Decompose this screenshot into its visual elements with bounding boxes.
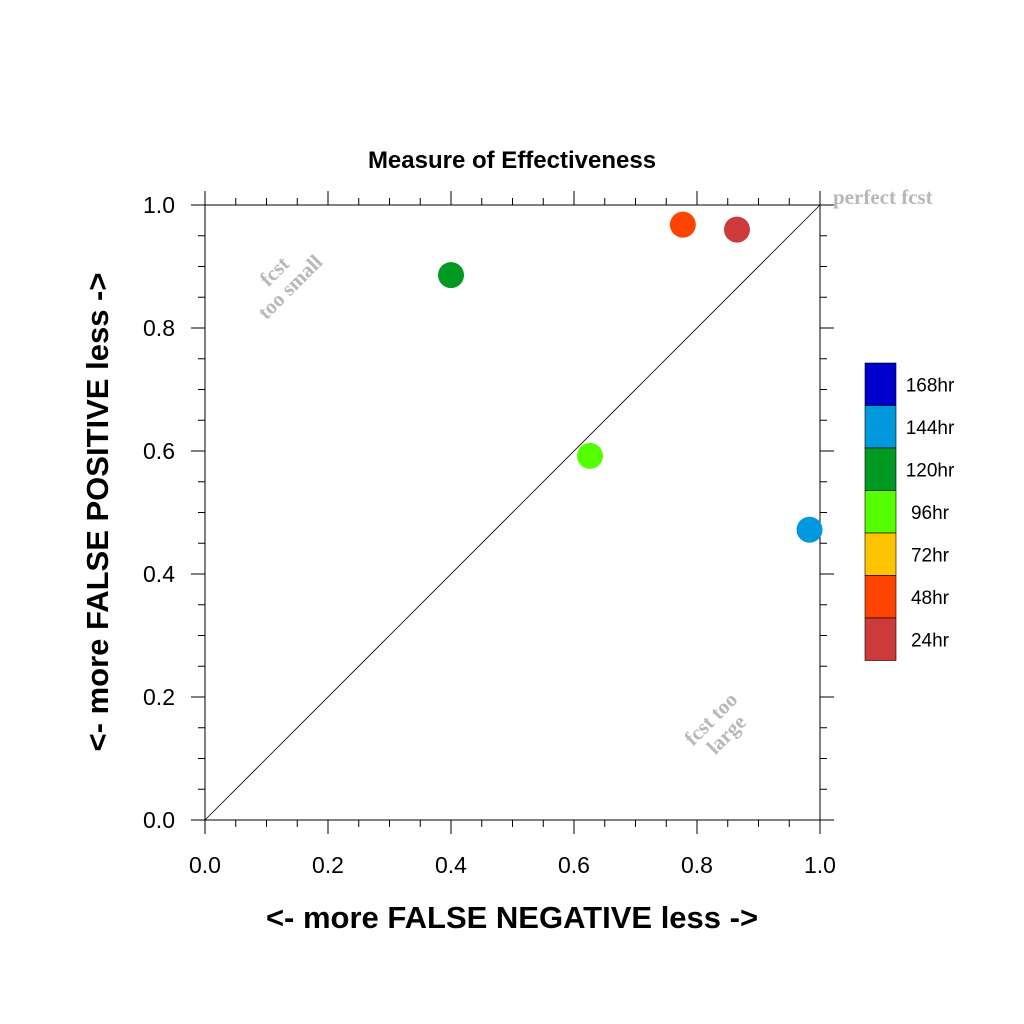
x-tick-label: 0.8 xyxy=(681,852,713,878)
legend-label-144hr: 144hr xyxy=(906,418,955,439)
data-points xyxy=(438,212,823,543)
y-tick-label: 0.4 xyxy=(143,561,175,587)
legend-label-96hr: 96hr xyxy=(911,503,950,524)
legend-swatch-24hr xyxy=(865,618,896,661)
x-tick-label: 1.0 xyxy=(804,852,836,878)
legend-label-24hr: 24hr xyxy=(911,630,950,651)
annotation-too-small: fcst too small xyxy=(237,234,327,324)
x-axis-title: <- more FALSE NEGATIVE less -> xyxy=(266,900,758,935)
chart-title: Measure of Effectiveness xyxy=(368,147,656,174)
legend-swatch-120hr xyxy=(865,448,896,491)
legend-swatch-96hr xyxy=(865,491,896,534)
y-tick-label: 1.0 xyxy=(143,192,175,218)
x-tick-label: 0.2 xyxy=(312,852,344,878)
legend-swatch-144hr xyxy=(865,406,896,449)
data-point-120hr xyxy=(438,262,464,288)
legend-swatch-72hr xyxy=(865,533,896,576)
y-tick-label: 0.2 xyxy=(143,684,175,710)
data-point-48hr xyxy=(670,212,696,238)
legend-swatch-168hr xyxy=(865,363,896,406)
legend-label-72hr: 72hr xyxy=(911,545,950,566)
annotation-too-large: fcst too large xyxy=(679,687,757,765)
legend-label-48hr: 48hr xyxy=(911,588,950,609)
x-tick-label: 0.4 xyxy=(435,852,467,878)
effectiveness-chart: Measure of Effectiveness 0.0 0.2 0.4 0.6 0.8… xyxy=(0,0,1024,1024)
data-point-96hr xyxy=(577,443,603,469)
legend: 168hr 144hr 120hr 96hr 72hr 48hr 24hr xyxy=(865,363,955,661)
y-tick-label: 0.8 xyxy=(143,315,175,341)
x-tick-label: 0.0 xyxy=(189,852,221,878)
annotation-too-small-line2: too small xyxy=(253,250,327,324)
legend-label-120hr: 120hr xyxy=(906,460,955,481)
x-tick-label: 0.6 xyxy=(558,852,590,878)
y-axis-title: <- more FALSE POSITIVE less -> xyxy=(80,273,115,752)
y-tick-label: 0.6 xyxy=(143,438,175,464)
y-tick-label: 0.0 xyxy=(143,807,175,833)
legend-swatch-48hr xyxy=(865,576,896,619)
data-point-24hr xyxy=(724,217,750,243)
data-point-144hr xyxy=(797,517,823,543)
legend-label-168hr: 168hr xyxy=(906,375,955,396)
annotation-perfect-fcst: perfect fcst xyxy=(833,185,933,209)
